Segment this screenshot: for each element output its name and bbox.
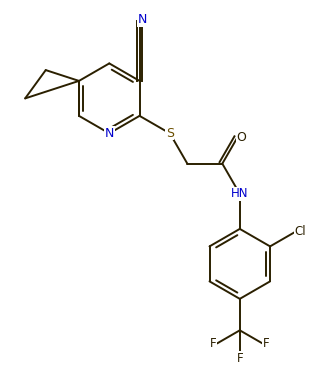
Text: HN: HN bbox=[231, 187, 248, 200]
Text: N: N bbox=[105, 127, 114, 140]
Text: F: F bbox=[237, 352, 243, 365]
Text: N: N bbox=[137, 13, 147, 26]
Text: Cl: Cl bbox=[294, 225, 306, 238]
Text: F: F bbox=[210, 337, 217, 350]
Text: F: F bbox=[263, 337, 269, 350]
Text: O: O bbox=[237, 132, 246, 144]
Text: S: S bbox=[166, 127, 174, 140]
